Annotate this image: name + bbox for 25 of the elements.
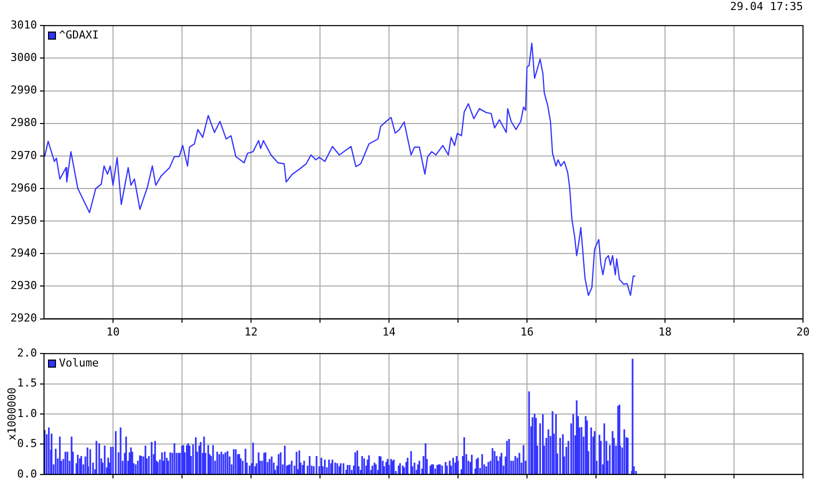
y-tick-label: 2970	[10, 148, 37, 162]
legend-label: ^GDAXI	[59, 28, 99, 42]
x-tick-label: 16	[520, 325, 534, 338]
y-tick-label: 0.5	[17, 437, 37, 450]
y-tick-label: 3010	[10, 18, 37, 32]
y-tick-label: 1.5	[17, 376, 37, 390]
y-tick-label: 2980	[10, 116, 37, 130]
text: 29.04 17:35	[730, 0, 803, 13]
x-tick-label: 10	[106, 325, 120, 338]
y-tick-label: 2950	[10, 214, 37, 227]
y-axis-title: x1000000	[5, 388, 18, 440]
y-tick-label: 0.0	[17, 467, 37, 480]
y-tick-label: 2930	[10, 279, 37, 292]
y-tick-label: 2990	[10, 84, 37, 97]
y-tick-label: 3000	[10, 51, 37, 64]
y-tick-label: 2.0	[17, 346, 37, 360]
x-tick-label: 18	[658, 325, 672, 338]
legend-label: Volume	[59, 356, 99, 370]
x-tick-label: 14	[382, 325, 396, 338]
y-tick-label: 2920	[10, 312, 37, 325]
y-tick-label: 1.0	[17, 406, 37, 420]
x-tick-label: 20	[796, 325, 810, 338]
y-tick-label: 2960	[10, 181, 37, 194]
y-tick-label: 2940	[10, 246, 37, 260]
x-tick-label: 12	[244, 325, 258, 338]
